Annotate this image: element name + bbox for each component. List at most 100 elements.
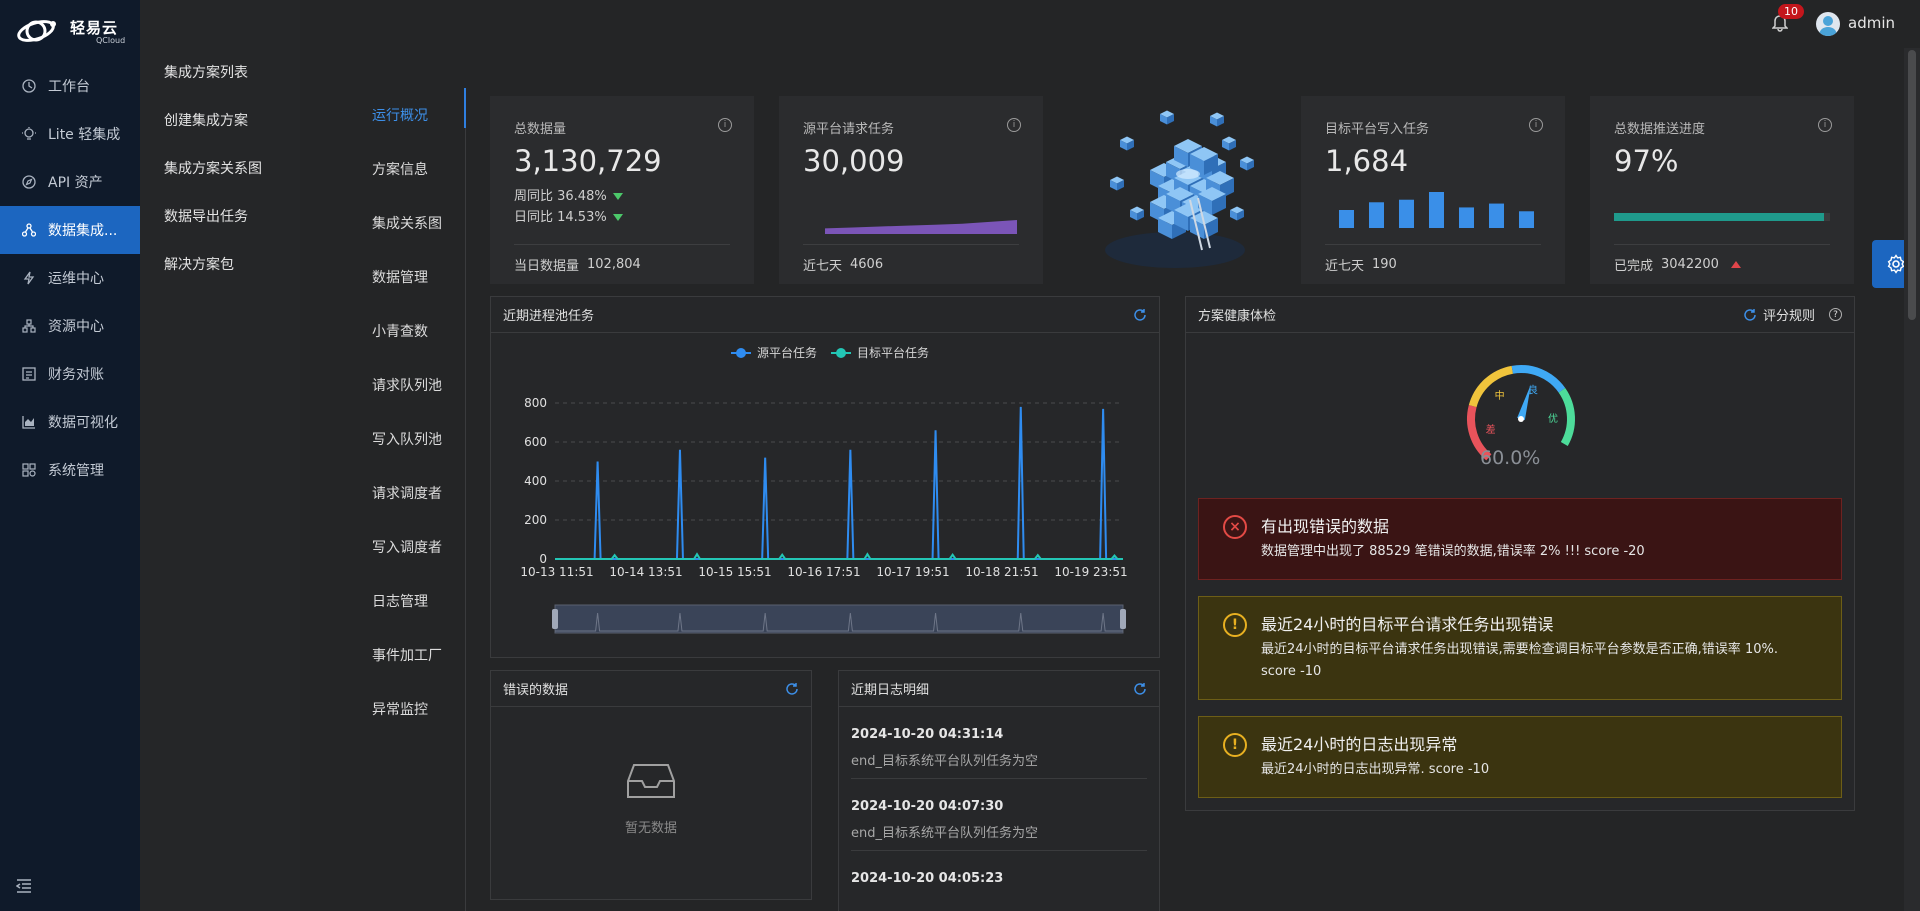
tab[interactable]: 方案信息 bbox=[372, 162, 428, 178]
weekly-compare: 周同比 36.48% bbox=[514, 185, 623, 204]
zoom-slider-handle[interactable] bbox=[1120, 609, 1126, 629]
score-rule-link[interactable]: 评分规则 bbox=[1762, 309, 1815, 324]
gauge-label-mid: 中 bbox=[1495, 389, 1505, 402]
scrollbar-thumb[interactable] bbox=[1908, 50, 1916, 320]
submenu-item[interactable]: 数据导出任务 bbox=[164, 209, 248, 225]
settings-grid-icon bbox=[22, 463, 36, 477]
nav-item[interactable]: 工作台 bbox=[0, 62, 140, 110]
nav-item[interactable]: 资源中心 bbox=[0, 302, 140, 350]
error-data-panel: 错误的数据 暂无数据 bbox=[490, 670, 812, 900]
pool-line-chart: 源平台任务 目标平台任务 0 200 400 600 800 10-13 11:51 10-14… bbox=[520, 345, 1128, 634]
tab[interactable]: 小青查数 bbox=[372, 324, 428, 340]
page-scrollbar[interactable] bbox=[1904, 48, 1920, 911]
notification-bell[interactable]: 10 bbox=[1771, 4, 1804, 36]
submenu-item[interactable]: 解决方案包 bbox=[164, 257, 234, 273]
nav-item[interactable]: 财务对账 bbox=[0, 350, 140, 398]
tab[interactable]: 数据管理 bbox=[372, 270, 428, 286]
y-tick-label: 400 bbox=[524, 474, 547, 488]
cube-left bbox=[1210, 116, 1217, 127]
process-pool-panel: 近期进程池任务 源平台任务 目标平台任务 0 200 400 600 800 10-13 11… bbox=[490, 296, 1160, 658]
log-message: end_目标系统平台队列任务为空 bbox=[851, 754, 1038, 769]
cube-right bbox=[1137, 210, 1144, 221]
avatar-icon bbox=[1819, 16, 1837, 36]
mini-bar bbox=[1399, 199, 1414, 228]
collapse-menu-icon[interactable] bbox=[15, 879, 32, 897]
refresh-icon[interactable] bbox=[1743, 308, 1757, 322]
alert-description: 最近24小时的目标平台请求任务出现错误,需要检查调目标平台参数是否正确,错误率 … bbox=[1261, 642, 1778, 679]
nav-item[interactable]: 数据可视化 bbox=[0, 398, 140, 446]
cube-right bbox=[1212, 194, 1226, 215]
qcloud-logo-icon bbox=[17, 20, 56, 42]
alert-title: 有出现错误的数据 bbox=[1261, 517, 1390, 536]
gauge-needle bbox=[1517, 384, 1531, 421]
submenu-item[interactable]: 集成方案关系图 bbox=[164, 161, 262, 177]
tab[interactable]: 写入调度者 bbox=[372, 540, 442, 556]
mini-bar bbox=[1369, 202, 1384, 228]
tab[interactable]: 事件加工厂 bbox=[372, 648, 442, 664]
refresh-icon[interactable] bbox=[1133, 308, 1147, 322]
tab[interactable]: 日志管理 bbox=[372, 594, 428, 610]
username[interactable]: admin bbox=[1848, 14, 1895, 32]
platform-base bbox=[1105, 232, 1245, 268]
log-time: 2024-10-20 04:05:23 bbox=[851, 871, 1004, 886]
tab[interactable]: 写入队列池 bbox=[372, 432, 442, 448]
y-tick-label: 200 bbox=[524, 513, 547, 527]
stat-card-target: 目标平台写入任务 i 1,684 近七天 190 bbox=[1301, 96, 1565, 284]
cube-left bbox=[1240, 160, 1247, 171]
tab[interactable]: 请求调度者 bbox=[372, 486, 442, 502]
mini-bar bbox=[1429, 192, 1444, 228]
y-tick-label: 800 bbox=[524, 396, 547, 410]
info-icon[interactable]: i bbox=[1007, 118, 1021, 132]
info-icon[interactable]: i bbox=[1529, 118, 1543, 132]
zoom-slider-preview bbox=[555, 612, 1123, 632]
gauge-center bbox=[1518, 416, 1524, 422]
alert-description: 最近24小时的日志出现异常. score -10 bbox=[1261, 762, 1490, 777]
target-bar-mini-chart bbox=[1339, 192, 1534, 228]
tab[interactable]: 运行概况 bbox=[352, 88, 466, 142]
cube-left bbox=[1158, 218, 1172, 239]
info-icon[interactable]: i bbox=[1818, 118, 1832, 132]
log-item: 2024-10-20 04:07:30 end_目标系统平台队列任务为空 bbox=[851, 779, 1147, 851]
gauge-label-bad: 差 bbox=[1486, 423, 1496, 436]
nav-item-label: 运维中心 bbox=[48, 271, 104, 287]
x-tick-label: 10-14 13:51 bbox=[609, 565, 682, 579]
user-avatar[interactable] bbox=[1816, 12, 1840, 36]
submenu-item[interactable]: 集成方案列表 bbox=[164, 65, 248, 81]
cube-left bbox=[1110, 180, 1117, 191]
health-gauge: 差 中 良优 bbox=[1467, 365, 1575, 461]
nav-item[interactable]: 系统管理 bbox=[0, 446, 140, 494]
gauge-segment bbox=[1468, 365, 1514, 408]
nav-item[interactable]: Lite 轻集成 bbox=[0, 110, 140, 158]
tab[interactable]: 集成关系图 bbox=[372, 216, 442, 232]
brand-logo[interactable]: 轻易云 QCloud bbox=[0, 0, 140, 62]
ladder-right bbox=[1197, 197, 1211, 249]
log-time: 2024-10-20 04:31:14 bbox=[851, 727, 1004, 742]
stat-card-source: 源平台请求任务 i 30,009 近七天 4606 bbox=[779, 96, 1043, 284]
gear-icon bbox=[1887, 254, 1905, 274]
brand-name: 轻易云 bbox=[70, 19, 119, 37]
nav-item[interactable]: API 资产 bbox=[0, 158, 140, 206]
down-arrow-icon bbox=[612, 214, 623, 221]
up-arrow-icon bbox=[1730, 261, 1741, 268]
info-icon[interactable]: i bbox=[718, 118, 732, 132]
bolt-icon bbox=[22, 271, 36, 285]
daily-compare: 日同比 14.53% bbox=[514, 206, 623, 225]
tab[interactable]: 异常监控 bbox=[372, 702, 428, 718]
tab[interactable]: 请求队列池 bbox=[372, 378, 442, 394]
stat-value: 1,684 bbox=[1325, 144, 1409, 178]
refresh-icon[interactable] bbox=[785, 682, 799, 696]
help-icon[interactable]: ? bbox=[1829, 308, 1842, 321]
x-tick-label: 10-16 17:51 bbox=[787, 565, 860, 579]
submenu-item[interactable]: 创建集成方案 bbox=[164, 113, 248, 129]
close-circle-icon: × bbox=[1223, 515, 1247, 539]
refresh-icon[interactable] bbox=[1133, 682, 1147, 696]
nav-item[interactable]: 运维中心 bbox=[0, 254, 140, 302]
gauge-segment bbox=[1511, 365, 1566, 393]
zoom-slider-handle[interactable] bbox=[552, 609, 558, 629]
cube-right bbox=[1237, 210, 1244, 221]
progress-fill bbox=[1614, 213, 1824, 221]
stat-footer: 近七天 190 bbox=[1325, 244, 1541, 284]
nav-item[interactable]: 数据集成... bbox=[0, 206, 140, 254]
gauge-label-best: 优 bbox=[1548, 412, 1558, 425]
cube-left bbox=[1174, 146, 1188, 167]
